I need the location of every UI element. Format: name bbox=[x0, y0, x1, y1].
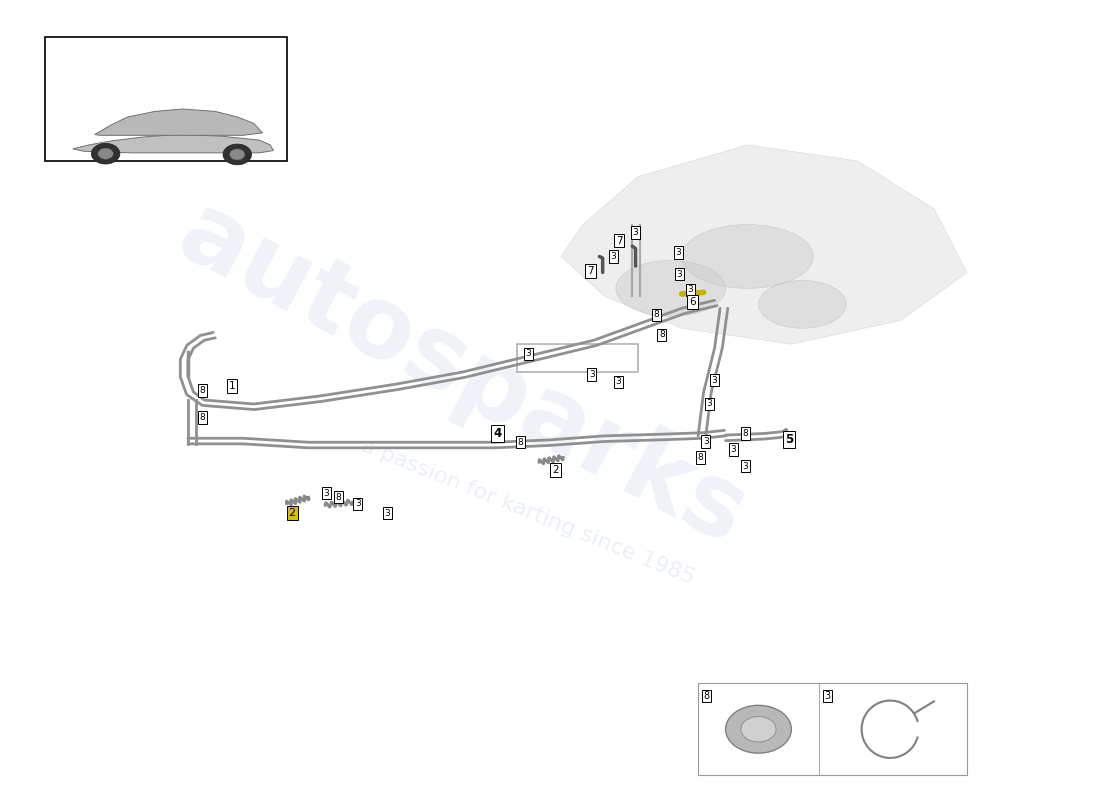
Text: 3: 3 bbox=[742, 462, 748, 470]
Text: 3: 3 bbox=[323, 489, 329, 498]
Text: 8: 8 bbox=[653, 310, 659, 319]
Text: 1: 1 bbox=[229, 381, 235, 390]
Text: 3: 3 bbox=[385, 509, 390, 518]
Text: 7: 7 bbox=[587, 266, 594, 276]
Ellipse shape bbox=[616, 261, 726, 316]
Text: 2: 2 bbox=[288, 508, 296, 518]
Text: 4: 4 bbox=[493, 427, 502, 440]
Text: 3: 3 bbox=[588, 370, 595, 379]
Text: 3: 3 bbox=[632, 228, 638, 237]
Text: 8: 8 bbox=[697, 453, 703, 462]
Text: 8: 8 bbox=[659, 330, 664, 339]
Text: 3: 3 bbox=[703, 437, 708, 446]
Text: 3: 3 bbox=[610, 252, 616, 261]
Text: 3: 3 bbox=[676, 270, 682, 278]
Text: 3: 3 bbox=[615, 377, 620, 386]
Text: 8: 8 bbox=[199, 413, 205, 422]
Text: 3: 3 bbox=[525, 350, 531, 358]
Bar bbox=[698, 683, 967, 774]
Text: 6: 6 bbox=[690, 297, 696, 307]
Polygon shape bbox=[73, 134, 274, 153]
Circle shape bbox=[230, 149, 245, 160]
Circle shape bbox=[223, 144, 252, 165]
Text: 3: 3 bbox=[712, 375, 717, 385]
Text: 8: 8 bbox=[336, 493, 341, 502]
Text: 3: 3 bbox=[825, 691, 830, 701]
Bar bbox=[45, 38, 287, 161]
Ellipse shape bbox=[682, 225, 813, 288]
Circle shape bbox=[91, 143, 120, 164]
Text: 7: 7 bbox=[616, 235, 623, 246]
Text: 3: 3 bbox=[706, 399, 712, 409]
Text: 3: 3 bbox=[688, 286, 693, 294]
Polygon shape bbox=[561, 145, 967, 344]
Text: autosparks: autosparks bbox=[162, 186, 762, 566]
Text: 2: 2 bbox=[552, 465, 559, 475]
Text: 8: 8 bbox=[199, 386, 205, 395]
Circle shape bbox=[726, 706, 791, 753]
Text: 3: 3 bbox=[355, 499, 361, 508]
Circle shape bbox=[741, 717, 776, 742]
Text: 8: 8 bbox=[517, 438, 524, 446]
Ellipse shape bbox=[759, 281, 846, 328]
Circle shape bbox=[98, 148, 113, 159]
Text: 8: 8 bbox=[742, 429, 748, 438]
Text: 3: 3 bbox=[675, 248, 681, 257]
Text: 5: 5 bbox=[785, 434, 793, 446]
Text: 3: 3 bbox=[730, 445, 736, 454]
Text: a passion for karting since 1985: a passion for karting since 1985 bbox=[359, 435, 697, 588]
Polygon shape bbox=[95, 109, 263, 135]
Text: 8: 8 bbox=[704, 691, 710, 701]
